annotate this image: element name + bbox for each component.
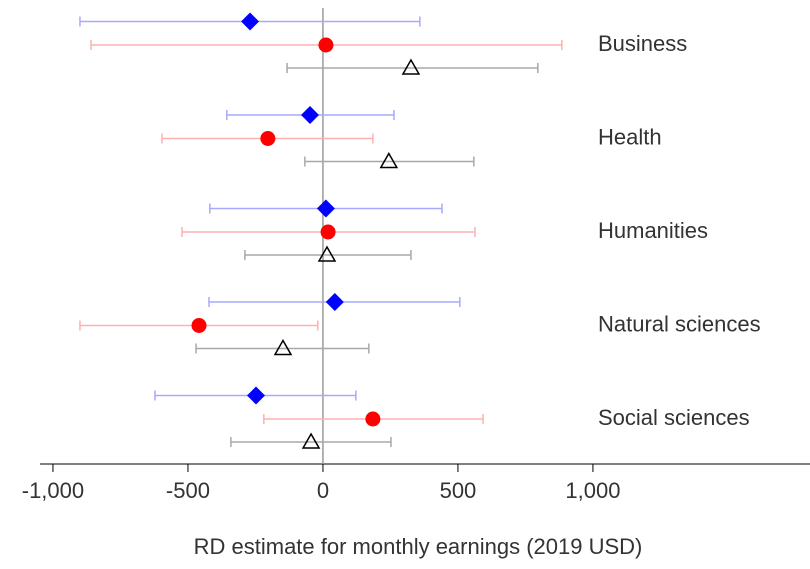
category-label: Business [598, 31, 687, 56]
point [241, 12, 260, 31]
category-label: Humanities [598, 218, 708, 243]
point [401, 58, 421, 75]
point [317, 245, 337, 262]
category-label: Health [598, 124, 662, 149]
point [316, 199, 335, 218]
x-tick-label: -1,000 [22, 478, 84, 503]
point [246, 386, 265, 405]
point [260, 131, 276, 146]
point [325, 293, 344, 311]
category-label: Social sciences [598, 405, 750, 430]
point [300, 106, 319, 124]
point [379, 151, 399, 169]
point [301, 432, 321, 449]
x-tick-label: 0 [317, 478, 329, 503]
point [318, 37, 334, 53]
point [320, 224, 336, 240]
category-label: Natural sciences [598, 311, 761, 336]
x-tick-label: -500 [166, 478, 210, 503]
point [365, 411, 381, 427]
x-axis-title: RD estimate for monthly earnings (2019 U… [194, 534, 643, 559]
x-tick-label: 500 [440, 478, 477, 503]
point [273, 338, 293, 356]
point [191, 318, 207, 333]
x-tick-label: 1,000 [565, 478, 620, 503]
